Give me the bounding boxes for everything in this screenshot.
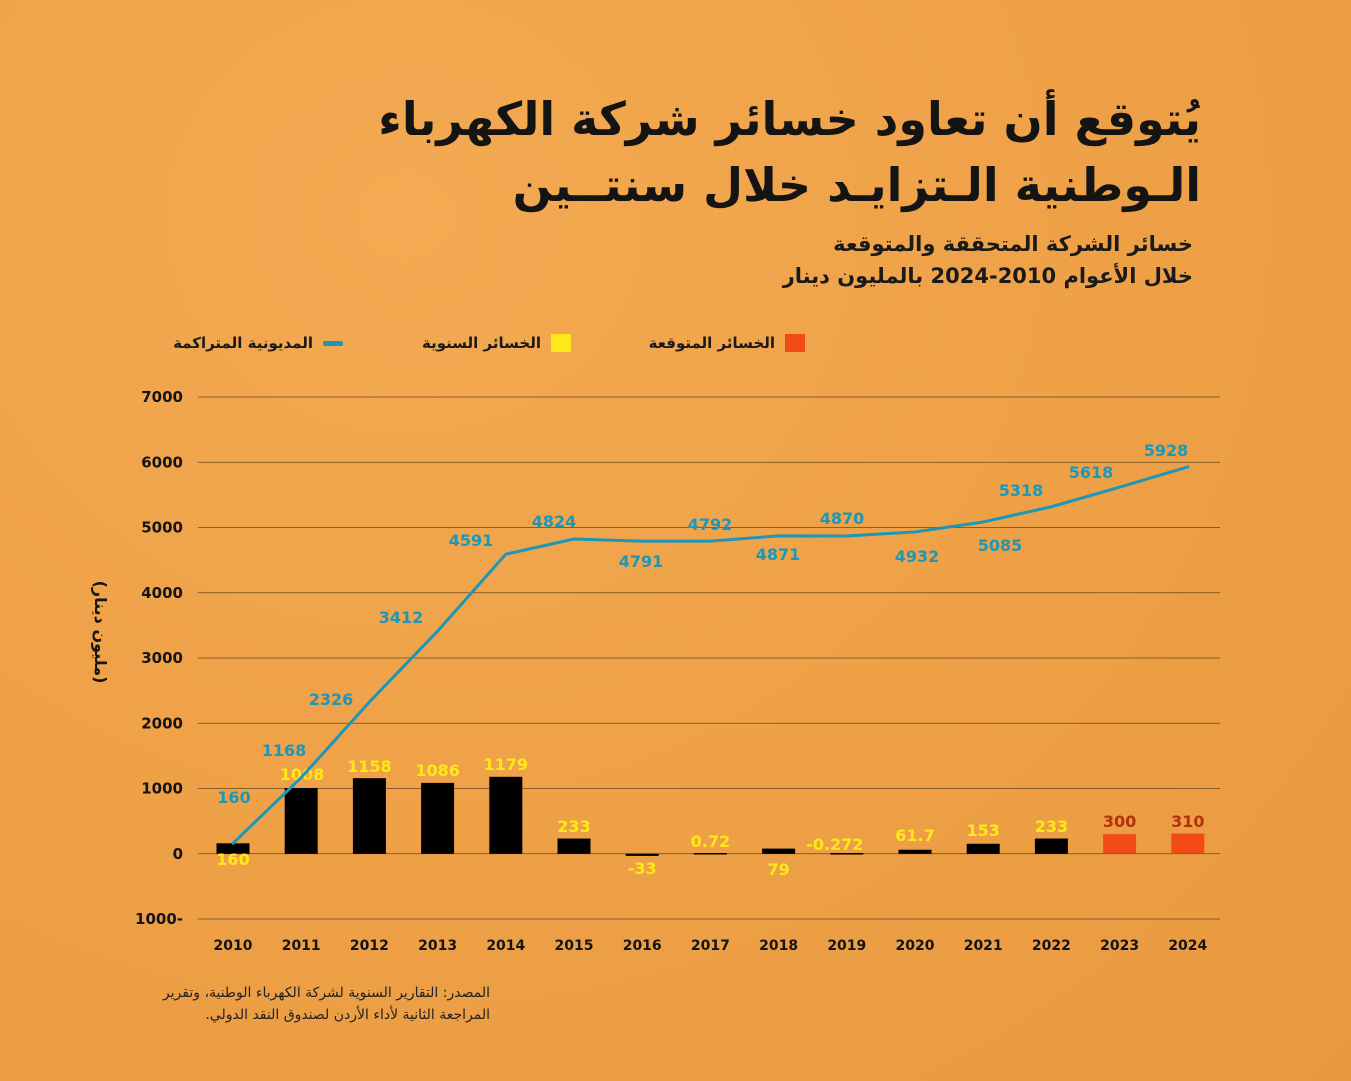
x-tick-label: 2022 — [1032, 938, 1071, 954]
legend-debt-swatch — [323, 340, 343, 346]
x-tick-label: 2020 — [896, 938, 935, 954]
x-tick-label: 2010 — [214, 938, 253, 954]
bar-2011 — [284, 787, 318, 854]
y-tick-label: 2000 — [141, 714, 183, 732]
x-tick-label: 2011 — [282, 938, 321, 954]
y-tick-label: 7000 — [141, 388, 183, 406]
y-tick-label: 0 — [173, 845, 183, 863]
bar-2024 — [1171, 833, 1205, 854]
source-line-2: المراجعة الثانية لأداء الأردن لصندوق الن… — [205, 1007, 490, 1023]
source-note: المصدر: التقارير السنوية لشركة الكهرباء … — [90, 982, 490, 1026]
bar-2014 — [489, 776, 523, 854]
bar-label: 233 — [1035, 817, 1068, 836]
debt-label: 4792 — [688, 515, 733, 534]
bar-label: 153 — [966, 821, 999, 840]
legend-annual-swatch — [551, 334, 571, 352]
subtitle-line-1: خسائر الشركة المتحققة والمتوقعة — [833, 232, 1193, 256]
x-tick-label: 2016 — [623, 938, 662, 954]
legend-debt-label: المديونية المتراكمة — [173, 334, 313, 352]
x-tick-label: 2023 — [1100, 938, 1139, 954]
debt-label: 160 — [217, 788, 250, 807]
x-tick-label: 2012 — [350, 938, 389, 954]
debt-label: 1168 — [262, 741, 307, 760]
x-tick-label: 2014 — [486, 938, 525, 954]
y-axis-title: (مليون دينار) — [91, 581, 110, 684]
legend-expected-label: الخسائر المتوقعة — [648, 334, 775, 352]
bar-2019 — [830, 853, 864, 855]
bar-label: 79 — [767, 860, 789, 879]
y-tick-label: 6000 — [141, 453, 183, 471]
x-tick-label: 2021 — [964, 938, 1003, 954]
y-tick-label: 3000 — [141, 649, 183, 667]
bar-label: 1086 — [415, 761, 460, 780]
bar-label: 1158 — [347, 757, 392, 776]
debt-label: 4791 — [619, 552, 664, 571]
title-line-2: الـوطنية الـتزايـد خلال سنتــين — [512, 158, 1201, 212]
legend-annual-label: الخسائر السنوية — [422, 334, 541, 352]
title-line-1: يُتوقع أن تعاود خسائر شركة الكهرباء — [378, 92, 1201, 146]
bar-2015 — [557, 838, 591, 854]
bar-2012 — [352, 778, 386, 854]
bar-label: 61.7 — [895, 826, 934, 845]
bar-2016 — [625, 853, 659, 856]
x-tick-label: 2013 — [418, 938, 457, 954]
debt-label: 2326 — [309, 690, 354, 709]
debt-label: 5618 — [1069, 463, 1114, 482]
bar-label: 160 — [216, 850, 249, 869]
y-tick-label: 1000- — [135, 910, 183, 928]
source-line-1: المصدر: التقارير السنوية لشركة الكهرباء … — [162, 985, 490, 1001]
debt-label: 4824 — [532, 512, 577, 531]
debt-label: 4871 — [756, 545, 801, 564]
debt-label: 4870 — [820, 509, 865, 528]
debt-label: 5085 — [978, 536, 1023, 555]
y-tick-label: 1000 — [141, 780, 183, 798]
x-tick-label: 2018 — [759, 938, 798, 954]
y-tick-label: 5000 — [141, 519, 183, 537]
bar-2017 — [693, 853, 727, 855]
x-tick-label: 2019 — [827, 938, 866, 954]
bar-label: 233 — [557, 817, 590, 836]
debt-label: 5928 — [1144, 441, 1189, 460]
bar-label: 310 — [1171, 812, 1204, 831]
bar-2018 — [762, 848, 796, 854]
legend-debt: المديونية المتراكمة — [173, 330, 343, 356]
debt-label: 3412 — [379, 608, 424, 627]
legend-expected-swatch — [785, 334, 805, 352]
chart-title: يُتوقع أن تعاود خسائر شركة الكهرباء الـو… — [201, 86, 1201, 218]
bar-label: 0.72 — [691, 832, 730, 851]
y-tick-label: 4000 — [141, 584, 183, 602]
bar-2022 — [1034, 838, 1068, 854]
x-tick-label: 2015 — [555, 938, 594, 954]
bar-2023 — [1103, 834, 1137, 854]
bar-2013 — [421, 782, 455, 854]
bar-2010 — [216, 843, 250, 854]
debt-label: 4591 — [449, 531, 494, 550]
bar-label: -0.272 — [806, 835, 863, 854]
bar-label: 1179 — [484, 755, 529, 774]
chart-subtitle: خسائر الشركة المتحققة والمتوقعة خلال الأ… — [393, 228, 1193, 292]
bar-label: 300 — [1103, 812, 1136, 831]
legend-expected: الخسائر المتوقعة — [649, 330, 805, 356]
x-tick-label: 2017 — [691, 938, 730, 954]
debt-label: 4932 — [895, 547, 940, 566]
bar-label: -33 — [628, 859, 657, 878]
debt-label: 5318 — [999, 481, 1044, 500]
bar-2021 — [966, 843, 1000, 854]
debt-line — [231, 465, 1190, 845]
x-tick-label: 2024 — [1168, 938, 1207, 954]
legend-annual: الخسائر السنوية — [422, 330, 571, 356]
subtitle-line-2: خلال الأعوام 2010-2024 بالمليون دينار — [782, 264, 1193, 288]
bar-2020 — [898, 849, 932, 854]
